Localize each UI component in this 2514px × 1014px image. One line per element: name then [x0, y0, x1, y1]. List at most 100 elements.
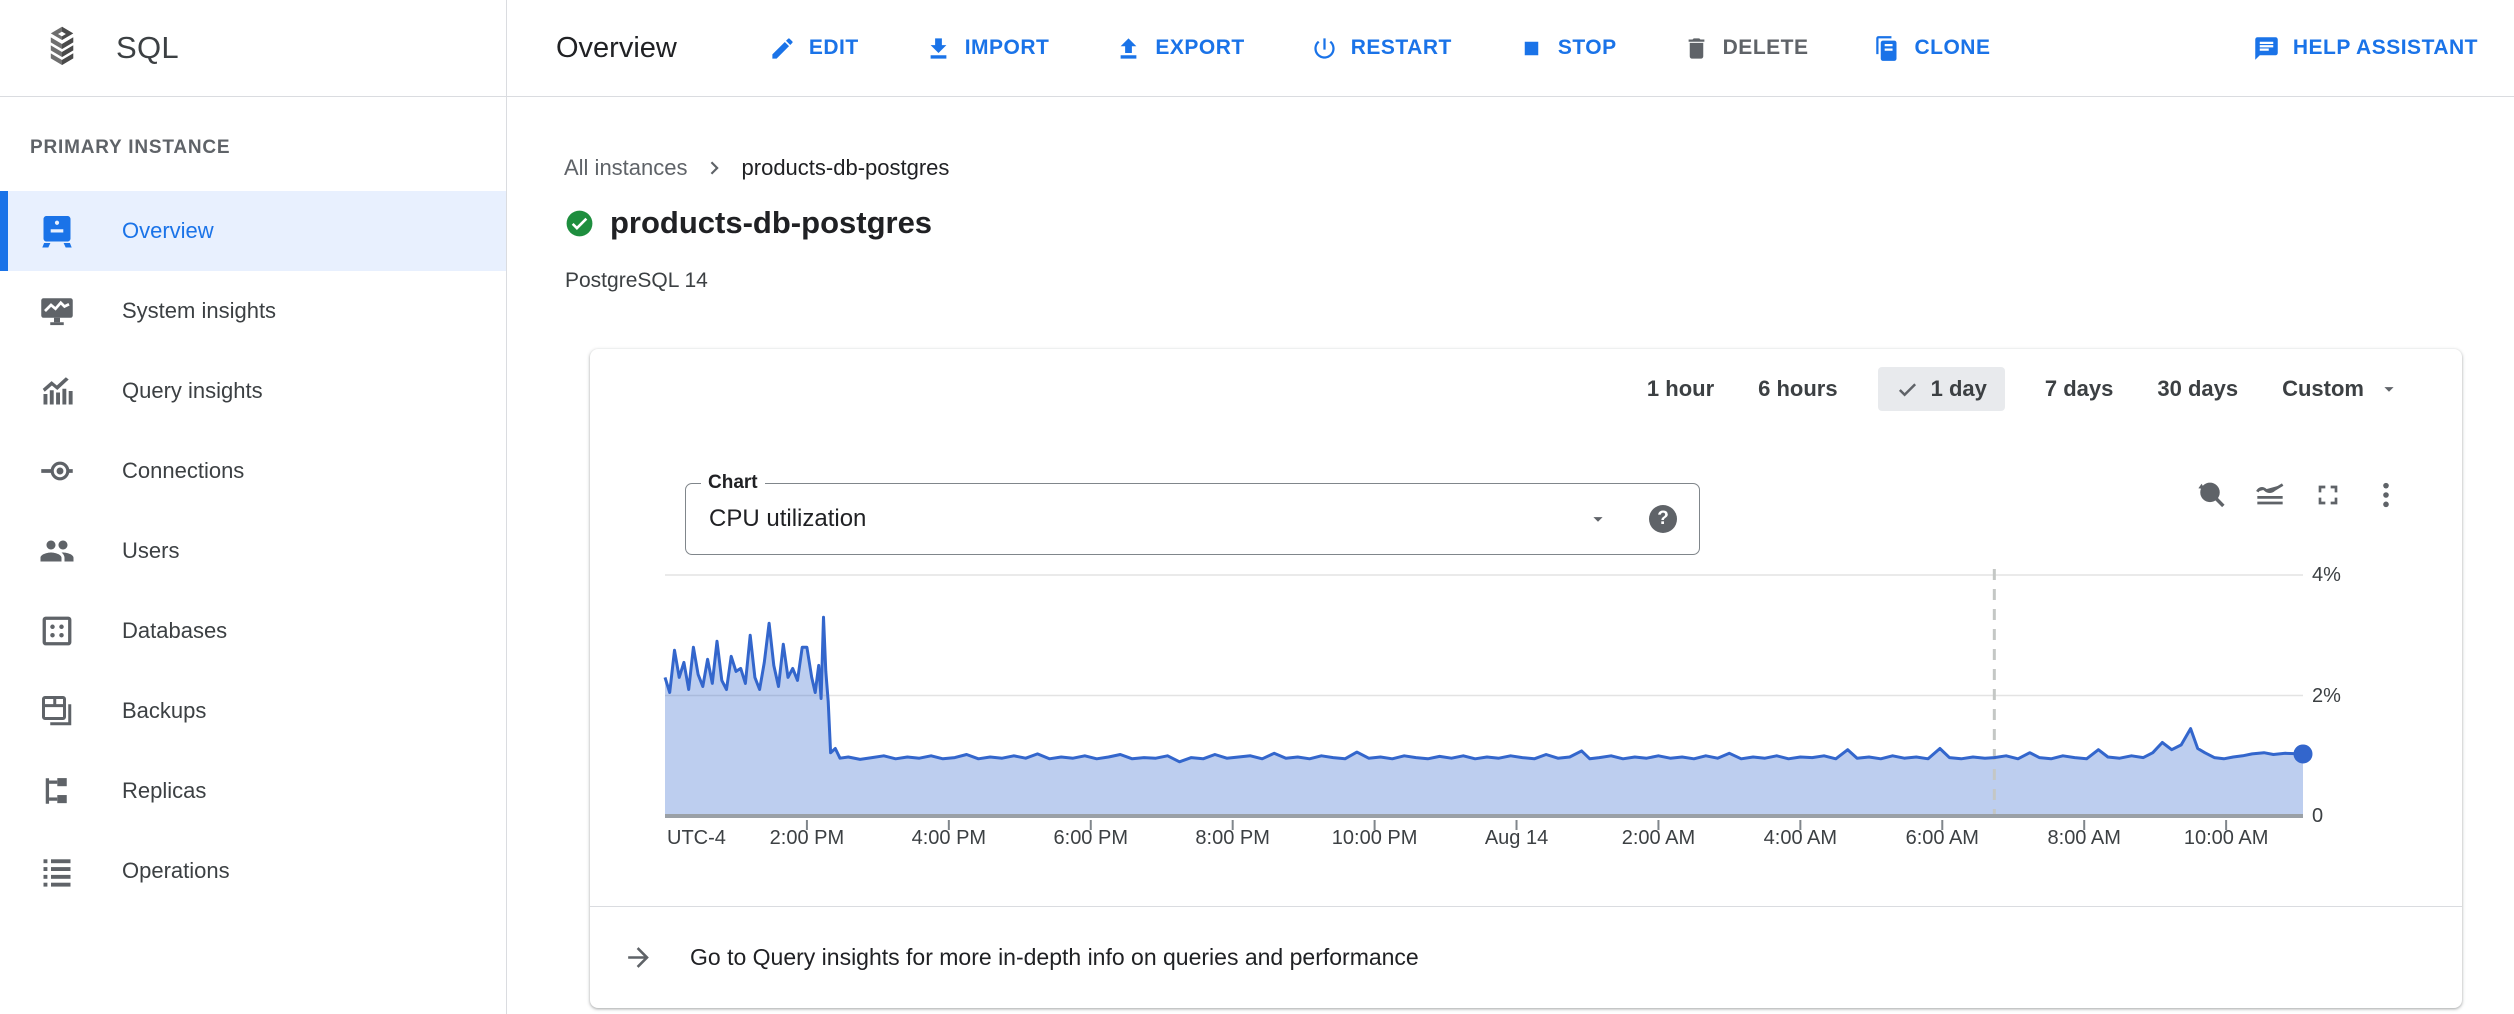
sidebar: PRIMARY INSTANCE Overview System insight…: [0, 97, 507, 1014]
stop-button-label: STOP: [1557, 36, 1617, 59]
delete-trash-icon: [1688, 37, 1705, 59]
sidebar-item-databases[interactable]: Databases: [0, 591, 506, 671]
stop-square-icon: [1524, 41, 1539, 55]
more-options-button[interactable]: [2370, 479, 2402, 511]
sidebar-item-label: Operations: [122, 858, 230, 883]
main-content: All instances products-db-postgres produ…: [508, 97, 2514, 1014]
check-icon: [1898, 382, 1916, 397]
delete-button[interactable]: DELETE: [1683, 35, 1809, 62]
range-30-days-button[interactable]: 30 days: [2153, 367, 2242, 411]
users-icon: [40, 540, 74, 562]
range-7-days-button[interactable]: 7 days: [2041, 367, 2118, 411]
help-assistant-chat-icon: [2255, 36, 2278, 60]
area-chart-icon: [2256, 483, 2284, 505]
x-axis-tick-label: 4:00 PM: [911, 827, 987, 849]
instance-name: products-db-postgres: [610, 205, 933, 240]
cpu-utilization-chart[interactable]: [663, 565, 2313, 831]
sidebar-item-overview[interactable]: Overview: [0, 191, 506, 271]
help-icon[interactable]: ?: [1649, 505, 1677, 533]
sidebar-item-query-insights[interactable]: Query insights: [0, 351, 506, 431]
x-axis-tick-label: 8:00 AM: [2047, 827, 2121, 849]
range-1-day-label: 1 day: [1930, 376, 1987, 401]
caret-down-icon: [1593, 517, 1603, 522]
area-chart-mode-icon-button[interactable]: [2254, 479, 2286, 511]
connections-icon: [41, 461, 73, 481]
range-1-hour-button[interactable]: 1 hour: [1643, 367, 1718, 411]
chart-select-value: CPU utilization: [709, 505, 867, 532]
clone-button-label: CLONE: [1914, 36, 1991, 59]
chevron-right-icon: [710, 161, 719, 175]
time-range-bar: 1 hour 6 hours 1 day 7 days 30 days Cust…: [1643, 367, 2404, 411]
instance-actions: EDIT IMPORT EXPORT RESTART STOP: [769, 35, 2478, 62]
chart-select-label: Chart: [701, 472, 765, 494]
y-axis-tick-label: 0: [2312, 805, 2324, 827]
x-axis-tick-label: 2:00 AM: [1621, 827, 1696, 849]
range-6-hours-button[interactable]: 6 hours: [1754, 367, 1841, 411]
instance-overview-icon: [42, 216, 72, 248]
x-axis-tick-label: 8:00 PM: [1195, 827, 1270, 849]
chart-metric-select[interactable]: Chart CPU utilization ?: [685, 472, 1700, 555]
sidebar-item-replicas[interactable]: Replicas: [0, 751, 506, 831]
sidebar-item-users[interactable]: Users: [0, 511, 506, 591]
x-axis-tick-label: 10:00 PM: [1331, 827, 1418, 849]
clone-button[interactable]: CLONE: [1874, 35, 1990, 62]
breadcrumb-current: products-db-postgres: [741, 155, 950, 180]
import-button[interactable]: IMPORT: [925, 35, 1050, 62]
zoom-reset-button[interactable]: [2196, 479, 2228, 511]
sidebar-item-label: Databases: [122, 618, 228, 643]
product-name: SQL: [116, 30, 179, 65]
sidebar-item-connections[interactable]: Connections: [0, 431, 506, 511]
more-vert-icon: [2383, 482, 2389, 508]
query-insights-icon: [42, 377, 73, 405]
databases-icon: [42, 616, 72, 646]
y-axis-tick-label: 4%: [2312, 564, 2341, 586]
monitoring-card: 1 hour 6 hours 1 day 7 days 30 days Cust…: [590, 349, 2462, 1008]
help-assistant-button[interactable]: HELP ASSISTANT: [2253, 35, 2478, 62]
clone-copy-icon: [1876, 35, 1897, 61]
x-axis-tick-label: 10:00 AM: [2183, 827, 2269, 849]
sidebar-item-label: Connections: [122, 458, 245, 483]
replicas-icon: [45, 778, 67, 804]
range-1-day-button[interactable]: 1 day: [1877, 367, 2005, 411]
chart-plot-area: [663, 569, 2313, 830]
sidebar-items: Overview System insights Query insights: [0, 191, 506, 911]
sidebar-section-label: PRIMARY INSTANCE: [30, 137, 231, 158]
chart-toolbar: [2196, 479, 2402, 511]
backups-icon: [42, 696, 72, 726]
sidebar-item-operations[interactable]: Operations: [0, 831, 506, 911]
export-button[interactable]: EXPORT: [1115, 35, 1244, 62]
edit-button[interactable]: EDIT: [769, 35, 859, 62]
stop-button[interactable]: STOP: [1518, 35, 1617, 62]
query-insights-link[interactable]: Go to Query insights for more in-depth i…: [590, 906, 2462, 1008]
fullscreen-button[interactable]: [2312, 479, 2344, 511]
system-insights-icon: [41, 298, 73, 326]
caret-down-icon: [2384, 387, 2394, 392]
export-upload-icon: [1121, 37, 1137, 59]
product-logo-area: SQL: [0, 0, 507, 96]
arrow-forward-icon: [628, 947, 649, 968]
page-title: Overview: [556, 31, 677, 64]
range-custom-button[interactable]: Custom: [2278, 367, 2404, 411]
x-axis-labels: UTC-4 2:00 PM 4:00 PM 6:00 PM 8:00 PM 10:00 …: [665, 827, 2303, 855]
import-download-icon: [930, 37, 947, 59]
page-toolbar: Overview EDIT IMPORT EXPORT RESTART: [508, 0, 2514, 96]
import-button-label: IMPORT: [964, 36, 1050, 59]
sidebar-item-label: Overview: [122, 218, 214, 243]
top-bar: SQL Overview EDIT IMPORT EXPORT: [0, 0, 2514, 97]
x-axis-tick-label: 2:00 PM: [769, 827, 845, 849]
sidebar-item-label: Backups: [122, 698, 207, 723]
x-axis-tick-label: 4:00 AM: [1763, 827, 1838, 849]
restart-button-label: RESTART: [1350, 36, 1452, 59]
restart-button[interactable]: RESTART: [1311, 35, 1452, 62]
export-button-label: EXPORT: [1155, 36, 1245, 59]
fullscreen-icon: [2318, 485, 2338, 505]
y-axis-labels: 0 2% 4%: [2312, 564, 2402, 831]
query-insights-link-text: Go to Query insights for more in-depth i…: [690, 944, 1419, 970]
zoom-reset-icon: [2198, 482, 2225, 508]
sidebar-item-backups[interactable]: Backups: [0, 671, 506, 751]
sidebar-item-label: Users: [122, 538, 180, 563]
breadcrumb-all-instances[interactable]: All instances: [564, 155, 688, 180]
sidebar-item-system-insights[interactable]: System insights: [0, 271, 506, 351]
database-version: PostgreSQL 14: [565, 269, 708, 292]
